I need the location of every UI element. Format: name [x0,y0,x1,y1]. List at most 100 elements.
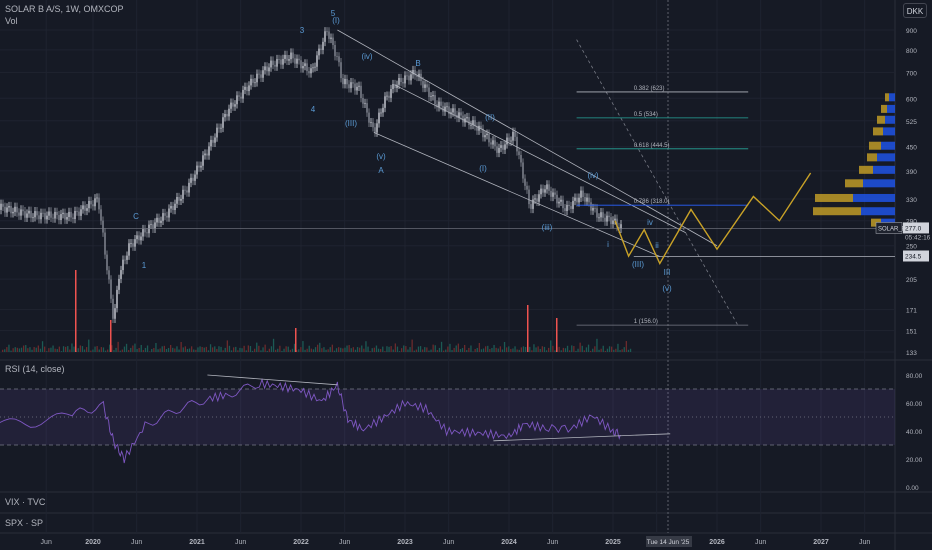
fib-level-label: 1 (156.0) [634,319,658,325]
candle-body [470,124,472,126]
volume-bar [566,345,569,352]
currency-button[interactable]: DKK [903,3,927,18]
volume-bar [440,341,443,352]
volume-bar [539,348,541,352]
volume-bar [191,346,193,352]
volume-bar [625,341,627,352]
candle-body [538,194,540,202]
volume-bar [476,347,478,352]
support-level-tag-box [903,250,929,262]
candle-body [254,82,256,84]
candle-body [80,209,82,216]
candle-body [138,235,140,241]
candle-body [322,41,324,50]
candle-body [246,86,248,92]
candle-body [618,227,620,229]
volume-bar [438,347,441,352]
volume-bar [264,344,266,352]
candle-body [242,89,244,99]
volume-bar [468,347,470,352]
fib-level-label: 0.786 (318.0) [634,199,670,205]
candle-body [388,95,390,98]
volume-bar [459,349,462,352]
volume-bar [151,349,153,352]
candle-body [484,135,486,138]
volume-profile-bar [885,93,889,102]
candle-body [6,207,8,213]
candle-body [260,74,262,78]
symbol-legend[interactable]: SOLAR B A/S, 1W, OMXCOP [5,4,124,14]
wave-label: (iii) [542,223,553,232]
candle-body [590,202,592,211]
candle-body [84,205,86,211]
candle-body [614,218,616,221]
candle-body [460,112,462,116]
candle-body [12,211,14,214]
volume-bar [581,345,583,352]
volume-bar [613,349,615,352]
candle-body [372,122,374,128]
candle-body [408,75,410,81]
candle-body [230,102,232,109]
candle-body [28,210,30,214]
candle-body [486,133,488,136]
candle-body [44,212,46,220]
volume-bar [520,347,522,352]
candle-body [616,218,618,228]
volume-bar [422,349,424,352]
volume-bar [216,348,218,352]
volume-bar [550,340,552,352]
volume-bar [289,349,291,352]
volume-bar [533,344,535,352]
volume-bar [56,349,58,352]
volume-bar [23,345,25,352]
candle-body [284,54,286,59]
volume-profile-bar [859,165,873,174]
candle-body [312,67,314,69]
wave-label: (III) [345,119,357,128]
volume-bar [117,341,119,352]
candle-body [552,192,554,197]
volume-spike [527,305,529,352]
volume-bar [466,350,468,352]
candle-body [34,211,36,218]
volume-bar [365,341,367,352]
candle-body [610,217,612,225]
candle-body [266,66,268,72]
rsi-legend[interactable]: RSI (14, close) [5,364,65,374]
volume-bar [247,345,249,352]
volume-bar [209,344,212,352]
wave-label: (iv) [361,52,372,61]
volume-bar [363,348,365,352]
volume-bar [606,348,609,352]
volume-bar [218,346,220,352]
time-tick-label: Jun [547,539,558,546]
volume-bar [436,350,438,352]
candle-body [264,66,266,71]
spx-legend[interactable]: SPX · SP [5,518,44,528]
volume-bar [411,339,413,352]
volume-bar [493,344,495,352]
candle-body [270,60,272,68]
candle-body [344,78,346,85]
price-tick-label: 205 [906,277,917,284]
volume-bar [224,347,226,352]
volume-bar [369,351,371,352]
candle-body [376,123,378,133]
candle-body [584,197,586,202]
candle-body [446,106,448,108]
volume-bar [367,346,369,352]
candle-body [578,197,580,203]
vix-legend[interactable]: VIX · TVC [5,497,46,507]
candle-body [358,85,360,87]
candle-body [318,48,320,56]
candle-body [104,232,106,255]
candle-body [208,146,210,156]
candle-body [142,229,144,237]
volume-bar [394,343,396,352]
cursor-time-label: Tue 14 Jun '25 [647,539,690,546]
candle-body [116,289,118,309]
candle-body [56,211,58,216]
candle-body [488,133,490,143]
